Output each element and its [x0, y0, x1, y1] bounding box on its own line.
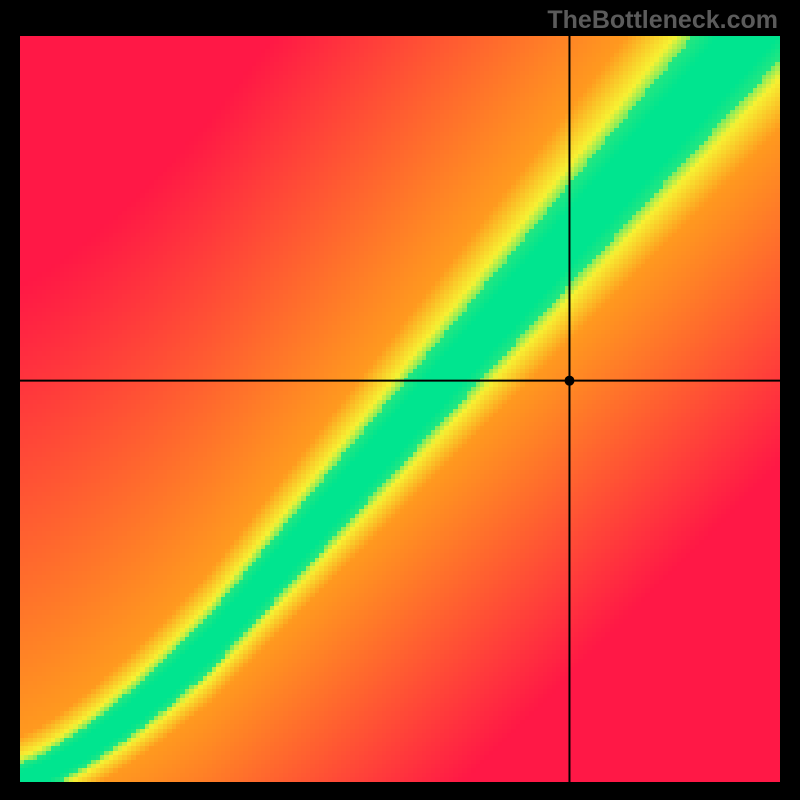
chart-container: { "watermark": "TheBottleneck.com", "wat… [0, 0, 800, 800]
heatmap-canvas [20, 36, 780, 782]
heatmap-plot [20, 36, 780, 782]
watermark-text: TheBottleneck.com [547, 6, 778, 35]
